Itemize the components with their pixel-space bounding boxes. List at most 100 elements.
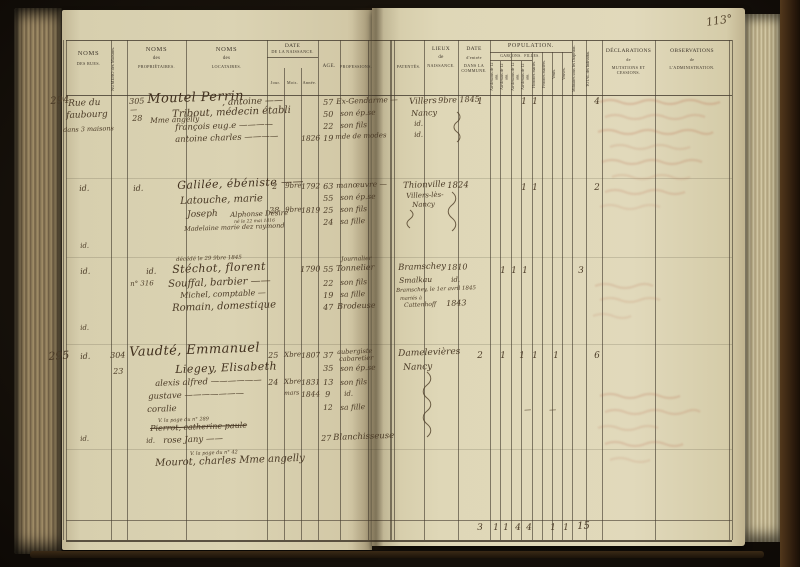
handwritten-entry: cabaretier	[339, 353, 374, 363]
handwritten-entry: 295	[48, 348, 70, 363]
handwritten-entry: 24	[268, 377, 279, 387]
handwritten-entry: id.	[80, 434, 90, 443]
handwritten-entry: 304	[110, 350, 126, 360]
handwritten-entry: 1	[503, 522, 510, 533]
grid-line	[562, 52, 563, 540]
handwritten-entry: 1843	[446, 298, 467, 308]
handwritten-entry: 6	[594, 350, 601, 361]
grid-line	[111, 40, 112, 540]
handwritten-entry: 1	[519, 350, 526, 361]
handwritten-entry: 1	[521, 182, 528, 193]
header-col-rues: NOMS DES RUES.	[66, 50, 111, 66]
handwritten-entry: Thionville	[403, 179, 446, 191]
handwritten-entry: 13	[323, 377, 334, 387]
handwritten-entry: 35	[323, 363, 334, 373]
left-page	[62, 10, 372, 550]
right-page	[372, 8, 745, 546]
handwritten-entry: son fils	[340, 377, 368, 387]
handwritten-entry: 22	[323, 121, 334, 131]
handwritten-entry: 1792	[301, 181, 321, 191]
header-text: DANS LA COMMUNE.	[461, 63, 487, 73]
header-col-patentes: PATENTÉS.	[393, 64, 424, 69]
handwritten-entry: Brodeuse	[337, 300, 376, 311]
grid-line	[340, 40, 341, 540]
header-col-age: AGE.	[318, 64, 340, 69]
book-cover-edge	[780, 0, 800, 567]
header-text: AGE.	[322, 64, 336, 69]
handwritten-entry: Smalkau	[399, 274, 433, 285]
grid-line	[368, 40, 370, 540]
grid-line	[521, 61, 522, 540]
handwritten-entry: Nancy	[411, 108, 438, 118]
handwritten-entry: id.	[79, 183, 90, 193]
handwritten-entry: Xbre	[284, 377, 302, 386]
grid-line	[490, 60, 532, 61]
handwritten-entry: 1	[511, 265, 518, 276]
handwritten-entry: 28	[132, 113, 143, 123]
handwritten-entry: 1824	[447, 180, 469, 191]
header-text: PROPRIÉTAIRES.	[138, 64, 175, 69]
header-col-lieux: LIEUX de NAISSANCE.	[424, 46, 458, 68]
handwritten-entry: 1	[500, 265, 507, 276]
handwritten-entry: 55	[323, 193, 334, 203]
handwritten-entry: n° 316	[130, 279, 154, 288]
header-text: OBSERVATIONS	[670, 48, 714, 54]
grid-line	[532, 52, 533, 540]
handwritten-entry: rose Jany ——	[163, 433, 224, 446]
handwritten-entry: 9	[325, 389, 331, 399]
grid-line	[424, 40, 425, 540]
header-subcol-mois: Mois.	[284, 80, 301, 85]
handwritten-entry: 2	[477, 350, 484, 361]
header-subcol-annee: Année.	[301, 80, 318, 85]
header-text: NOMS	[77, 50, 100, 57]
handwritten-entry: 2	[272, 181, 278, 191]
handwritten-entry: 1	[521, 96, 528, 107]
handwritten-entry: Nancy	[412, 200, 435, 209]
handwritten-entry: 19	[323, 290, 334, 300]
handwritten-entry: —	[524, 405, 532, 414]
header-rotcol-filles-moins12: Au-dessous de 12 ans.	[511, 62, 520, 92]
header-text: DES RUES.	[76, 61, 101, 66]
handwritten-entry: 1	[522, 265, 529, 276]
grid-line	[542, 52, 543, 540]
grid-line	[394, 40, 395, 540]
grid-line	[390, 40, 392, 540]
handwritten-entry: 1	[500, 350, 507, 361]
grid-line	[186, 40, 187, 540]
handwritten-entry: Journalier	[341, 254, 372, 263]
grid-line	[66, 40, 67, 540]
handwritten-entry: 1790	[300, 264, 321, 274]
handwritten-entry: 3	[477, 522, 484, 533]
header-text: NOMS	[145, 46, 168, 53]
handwritten-entry: id.	[344, 389, 354, 398]
grid-line	[66, 449, 732, 450]
handwritten-entry: son fils	[340, 204, 368, 214]
grid-line	[267, 40, 268, 540]
handwritten-entry: 294	[50, 94, 70, 107]
handwritten-entry: 63	[323, 181, 334, 191]
grid-line	[552, 52, 553, 540]
handwritten-entry: 25	[323, 205, 334, 215]
handwritten-entry: 1	[532, 182, 539, 193]
header-col-observations: OBSERVATIONS de L'ADMINISTRATION.	[655, 48, 729, 70]
handwritten-entry: 57	[323, 97, 334, 107]
handwritten-entry: 12	[323, 402, 333, 412]
handwritten-entry: Tonnelier	[336, 262, 375, 273]
handwritten-entry: 15	[577, 520, 591, 532]
handwritten-entry: sa fille	[340, 216, 366, 226]
header-rotcol-femmes-mariees: Femmes mariées.	[542, 60, 546, 88]
grid-line	[511, 52, 512, 540]
grid-line	[66, 95, 732, 97]
handwritten-entry: 19	[323, 133, 334, 143]
handwritten-entry: id.	[414, 130, 424, 139]
handwritten-entry: faubourg	[66, 109, 108, 121]
handwritten-entry: 4	[594, 96, 601, 107]
header-rotcol-total: TOTAL des Individus.	[586, 50, 590, 87]
handwritten-entry: 1	[532, 350, 539, 361]
handwritten-entry: —	[549, 405, 557, 414]
handwritten-entry: 1	[553, 350, 560, 361]
handwritten-entry: Nancy	[403, 361, 433, 373]
header-text: de	[626, 57, 631, 62]
handwritten-entry: 9bre	[285, 181, 302, 190]
header-text: NOMS	[215, 46, 238, 53]
